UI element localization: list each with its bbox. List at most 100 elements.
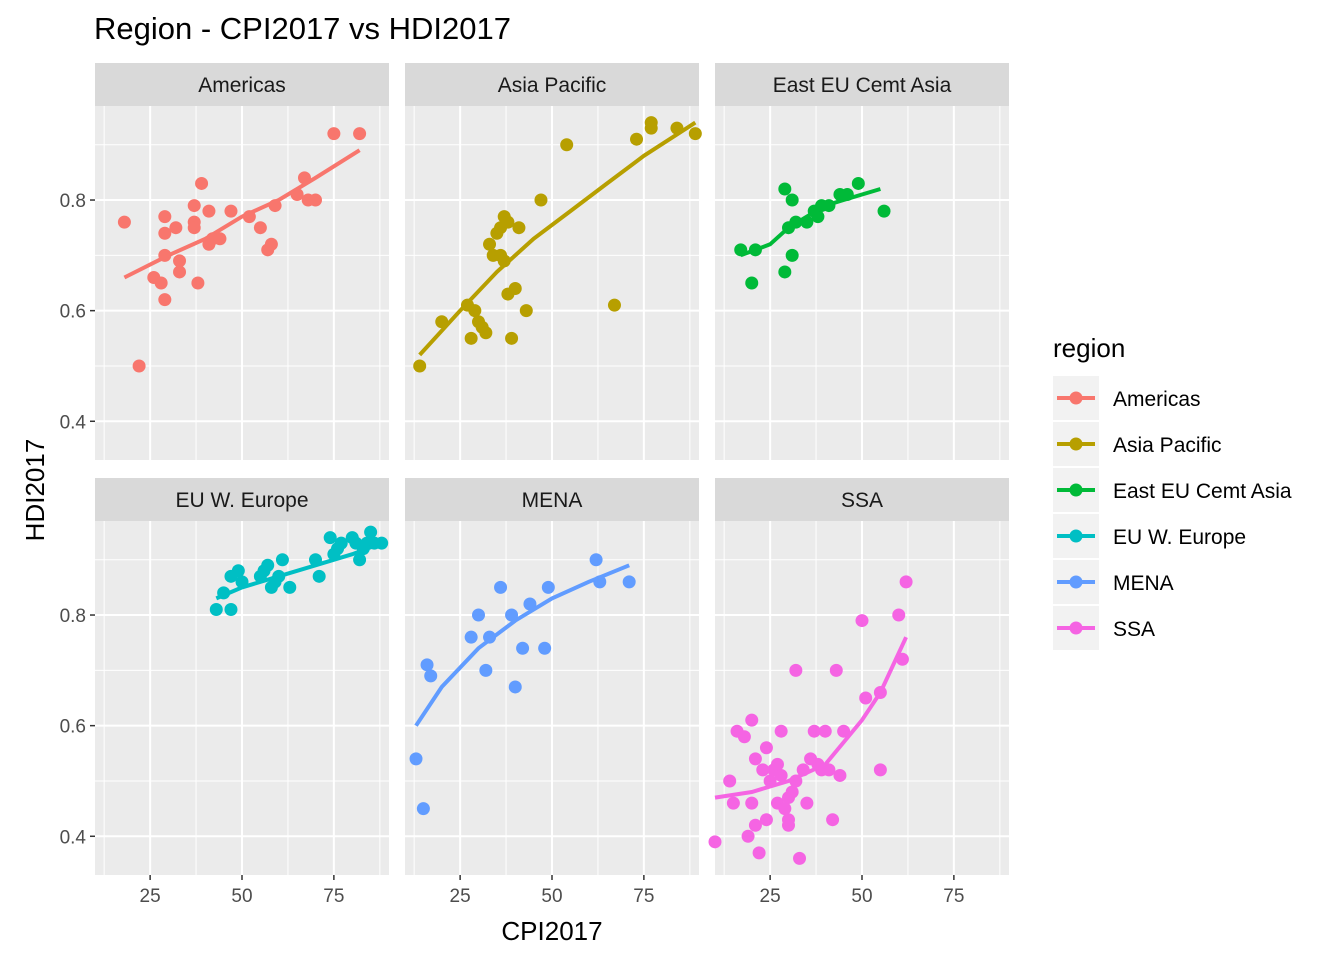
data-point: [644, 116, 658, 130]
data-point: [202, 204, 216, 218]
data-point: [756, 763, 770, 777]
data-point: [688, 127, 702, 141]
legend-label: SSA: [1113, 618, 1155, 641]
legend-key-point: [1069, 621, 1083, 635]
data-point: [416, 802, 430, 816]
data-point: [187, 221, 201, 235]
facet-panel: Asia Pacific: [405, 63, 702, 460]
data-point: [213, 232, 227, 246]
data-point: [737, 730, 751, 744]
facet-panel: MENA: [405, 478, 699, 875]
data-point: [512, 221, 526, 235]
data-point: [364, 525, 378, 539]
facet-panel: SSA: [708, 478, 1009, 875]
data-point: [855, 614, 869, 628]
trend-line: [714, 636, 908, 800]
data-point: [818, 724, 832, 738]
data-point: [158, 226, 172, 240]
data-point: [726, 796, 740, 810]
legend-item: MENA: [1053, 560, 1174, 604]
facet-strip-label: Asia Pacific: [498, 74, 607, 97]
data-point: [132, 359, 146, 373]
data-point: [195, 176, 209, 190]
data-point: [877, 204, 891, 218]
x-tick-label: 75: [633, 886, 654, 907]
data-point: [468, 304, 482, 318]
y-tick-label: 0.8: [60, 606, 86, 627]
data-point: [745, 796, 759, 810]
x-tick-label: 25: [760, 886, 781, 907]
data-point: [708, 835, 722, 849]
data-point: [745, 276, 759, 290]
x-tick-label: 75: [943, 886, 964, 907]
data-point: [826, 813, 840, 827]
data-point: [778, 802, 792, 816]
data-point: [353, 127, 367, 141]
trend-line: [418, 120, 697, 357]
data-point: [409, 752, 423, 766]
legend-key-point: [1069, 529, 1083, 543]
data-point: [793, 851, 807, 865]
data-point: [187, 199, 201, 213]
data-point: [312, 569, 326, 583]
data-point: [283, 580, 297, 594]
facet-strip-label: East EU Cemt Asia: [773, 74, 952, 97]
data-point: [778, 182, 792, 196]
trend-line: [739, 187, 881, 258]
facet-strip: [715, 478, 1009, 521]
data-point: [589, 553, 603, 567]
data-point: [774, 768, 788, 782]
facet-strip-label: EU W. Europe: [175, 489, 308, 512]
facet-strip: [95, 478, 389, 521]
data-point: [472, 608, 485, 622]
data-point: [607, 298, 621, 312]
data-point: [851, 176, 865, 190]
y-tick-label: 0.6: [60, 717, 86, 738]
data-point: [892, 608, 906, 622]
data-point: [837, 724, 851, 738]
data-point: [508, 282, 522, 296]
legend-title: region: [1053, 333, 1125, 363]
data-point: [464, 331, 478, 345]
data-point: [785, 193, 799, 207]
data-point: [334, 536, 348, 550]
data-point: [560, 138, 574, 152]
legend-label: EU W. Europe: [1113, 526, 1246, 549]
data-point: [723, 774, 737, 788]
trend-line: [215, 541, 383, 601]
data-point: [505, 331, 519, 345]
data-point: [789, 663, 803, 677]
data-point: [752, 846, 766, 860]
data-point: [534, 193, 548, 207]
data-point: [807, 724, 821, 738]
facet-strip: [715, 63, 1009, 106]
data-point: [117, 215, 131, 229]
facet-strip-label: SSA: [841, 489, 883, 512]
data-point: [630, 132, 644, 146]
x-tick-label: 25: [450, 886, 471, 907]
data-point: [770, 757, 784, 771]
trend-line: [123, 148, 361, 280]
data-point: [169, 221, 183, 235]
legend-label: Americas: [1113, 388, 1201, 411]
data-point: [413, 359, 427, 373]
data-point: [327, 127, 341, 141]
data-point: [778, 265, 792, 279]
data-point: [505, 608, 519, 622]
y-tick-label: 0.6: [60, 302, 86, 323]
legend-key-point: [1069, 483, 1083, 497]
facet-strip: [405, 478, 699, 521]
data-point: [774, 724, 788, 738]
legend-label: MENA: [1113, 572, 1174, 595]
legend-key-point: [1069, 391, 1083, 405]
legend-items: Americas Asia Pacific East EU Cemt Asia EU …: [1053, 376, 1292, 650]
data-point: [231, 564, 245, 578]
data-point: [323, 531, 337, 545]
trend-line: [414, 563, 630, 727]
x-tick-label: 75: [323, 886, 344, 907]
x-tick-label: 50: [851, 886, 872, 907]
legend-item: SSA: [1053, 606, 1155, 650]
data-point: [538, 641, 552, 655]
facet-strip-label: Americas: [198, 74, 286, 97]
